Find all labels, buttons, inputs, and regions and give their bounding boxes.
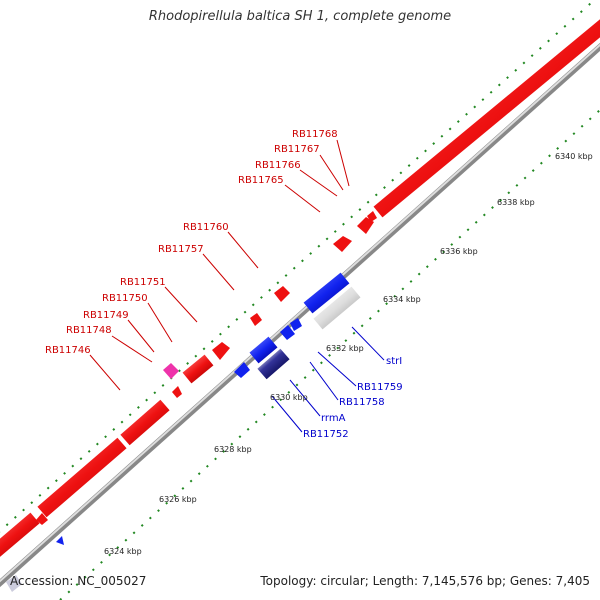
leader-RB11749	[127, 319, 155, 353]
leader-RB11750	[147, 302, 173, 343]
tick-row-outer	[0, 0, 596, 533]
label-RB11765: RB11765	[238, 175, 284, 186]
label-RB11751: RB11751	[120, 277, 166, 288]
leader-RB11758	[309, 361, 339, 401]
label-RB11757: RB11757	[158, 244, 204, 255]
leader-RB11766	[299, 169, 338, 197]
label-strI: strI	[386, 356, 402, 367]
reverse-leaders	[271, 326, 385, 433]
map-title: Rhodopirellula baltica SH 1, complete ge…	[148, 9, 452, 24]
label-RB11746: RB11746	[45, 345, 91, 356]
label-RB11766: RB11766	[255, 160, 301, 171]
scale-tick-6336: 6336 kbp	[440, 247, 478, 256]
label-RB11752: RB11752	[303, 429, 349, 440]
label-RB11760: RB11760	[183, 222, 229, 233]
tick-row-inner	[59, 109, 600, 600]
reverse-strand	[6, 272, 361, 592]
gene-forward-long	[373, 19, 600, 218]
gene-RB11750-arrow	[212, 342, 230, 360]
leader-RB11768	[336, 139, 350, 187]
gene-rrmA-block	[257, 348, 290, 380]
scale-tick-6328: 6328 kbp	[214, 445, 252, 454]
scale-tick-6332: 6332 kbp	[326, 344, 364, 353]
gene-RB11765-arrow	[357, 217, 374, 234]
scale-tick-6340: 6340 kbp	[555, 152, 593, 161]
backbone-track	[0, 42, 600, 588]
gene-RB11748-arrow	[172, 386, 182, 398]
leader-RB11759	[317, 351, 357, 387]
forward-leaders	[89, 139, 350, 391]
gene-forward-block-b	[37, 437, 127, 518]
label-RB11748: RB11748	[66, 325, 112, 336]
leader-RB11748	[111, 335, 153, 363]
gene-RB11766-arrow	[367, 211, 377, 222]
leader-rrmA	[289, 379, 321, 417]
scale-tick-6338: 6338 kbp	[497, 198, 535, 207]
scale-labels: 6324 kbp 6326 kbp 6328 kbp 6330 kbp 6332…	[104, 152, 593, 556]
reverse-labels: strI RB11759 RB11758 rrmA RB11752	[303, 356, 403, 440]
forward-strand	[0, 19, 600, 557]
leader-strI	[351, 326, 385, 361]
gene-blue-small-a	[290, 318, 302, 331]
gene-strI-block	[313, 286, 361, 330]
forward-labels: RB11768 RB11767 RB11766 RB11765 RB11760 …	[45, 129, 338, 356]
leader-RB11757	[202, 253, 235, 291]
scale-tick-6324: 6324 kbp	[104, 547, 142, 556]
label-RB11767: RB11767	[274, 144, 320, 155]
scale-tick-6330: 6330 kbp	[270, 393, 308, 402]
gene-forward-block-c	[0, 512, 40, 557]
leader-RB11765	[284, 184, 321, 213]
gene-gray-edge	[6, 575, 22, 592]
scale-tick-6326: 6326 kbp	[159, 495, 197, 504]
gene-RB11760-arrow	[333, 236, 352, 252]
gene-RB11758-arrow	[280, 325, 295, 340]
gene-RB11752-block	[249, 336, 278, 364]
label-RB11750: RB11750	[102, 293, 148, 304]
label-RB11758: RB11758	[339, 397, 385, 408]
leader-RB11752	[271, 395, 303, 433]
scale-tick-6334: 6334 kbp	[383, 295, 421, 304]
accession-text: Accession: NC_005027	[10, 574, 147, 588]
label-RB11768: RB11768	[292, 129, 338, 140]
gene-blue-small-b	[234, 362, 250, 378]
backbone-highlight	[0, 43, 600, 583]
leader-RB11760	[227, 231, 259, 269]
gene-RB11751-arrow	[250, 313, 262, 326]
gene-RB11757-arrow	[274, 286, 290, 302]
gene-forward-block-d	[182, 354, 214, 384]
gene-RB11759-block	[303, 272, 350, 314]
leader-RB11751	[164, 286, 198, 323]
leader-RB11746	[89, 354, 121, 391]
gene-RB11746-arrow	[36, 513, 48, 525]
gene-RB11749-pink	[163, 363, 179, 379]
leader-RB11767	[319, 154, 344, 191]
label-rrmA: rrmA	[321, 413, 346, 424]
gene-forward-block-a	[120, 399, 170, 446]
topology-summary: Topology: circular; Length: 7,145,576 bp…	[260, 574, 590, 588]
label-RB11759: RB11759	[357, 382, 403, 393]
gene-blue-small-c	[56, 536, 64, 545]
label-RB11749: RB11749	[83, 310, 129, 321]
